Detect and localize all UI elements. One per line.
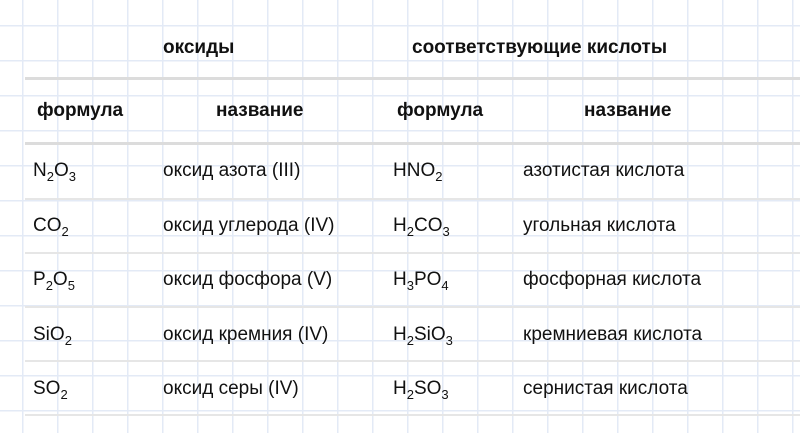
column-header-oxide-name: название [216,100,304,121]
oxide-formula: SO2 [33,378,68,402]
divider [25,77,800,80]
acid-formula: H3PO4 [393,269,449,293]
row-divider [25,414,800,416]
column-header-acid-name: название [584,100,672,121]
oxide-name: оксид углерода (IV) [163,214,335,236]
acid-name: азотистая кислота [523,160,685,181]
row-divider [25,252,800,254]
group-header-oxides: оксиды [163,37,235,58]
column-header-oxide-formula: формула [37,100,124,121]
acid-formula: HNO2 [393,160,443,184]
row-divider [25,360,800,362]
column-header-acid-formula: формула [397,100,484,121]
divider [25,142,800,145]
oxide-formula: P2O5 [33,269,75,293]
acid-formula: H2CO3 [393,214,450,239]
acid-name: угольная кислота [523,214,676,236]
oxide-formula: N2O3 [33,160,76,184]
acid-name: фосфорная кислота [523,269,702,290]
row-divider [25,306,800,308]
oxide-name: оксид фосфора (V) [163,269,333,290]
oxide-name: оксид кремния (IV) [163,323,329,345]
acid-name: сернистая кислота [523,378,688,399]
oxide-formula: CO2 [33,214,69,239]
oxide-name: оксид серы (IV) [163,378,299,399]
oxide-name: оксид азота (III) [163,160,301,181]
acid-name: кремниевая кислота [523,323,703,345]
acid-formula: H2SO3 [393,378,449,402]
row-divider [25,198,800,200]
group-header-acids: соответствующие кислоты [412,37,668,58]
acid-formula: H2SiO3 [393,323,453,348]
oxide-formula: SiO2 [33,323,72,348]
